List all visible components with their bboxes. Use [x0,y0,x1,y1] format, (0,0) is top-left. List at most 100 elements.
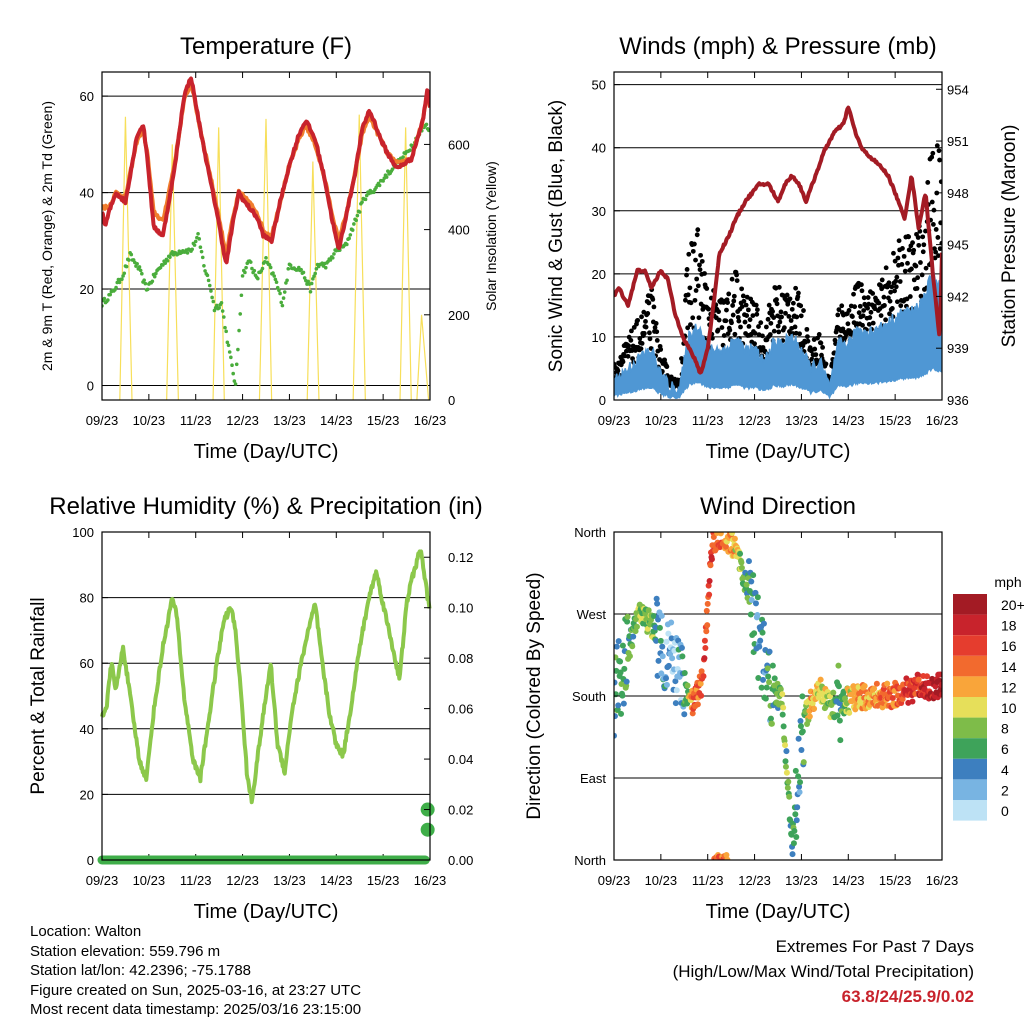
dewpoint-point [243,270,247,275]
gust-point [723,318,729,324]
direction-point [654,600,661,607]
direction-point [769,662,776,669]
dewpoint-point [360,200,364,204]
gust-point [721,333,727,338]
dewpoint-point [196,231,200,236]
dewpoint-point [236,347,240,352]
gust-point [653,321,659,326]
x-tick-label: 09/23 [86,413,119,428]
gust-point [911,247,917,253]
direction-point [754,594,761,601]
dewpoint-point [230,363,234,368]
dewpoint-point [306,279,310,284]
direction-point [738,564,745,571]
direction-point [768,720,775,727]
gust-point [879,286,885,292]
legend-label: 12 [1001,679,1017,695]
gust-point [738,324,743,330]
dewpoint-point [250,266,254,271]
gust-point [929,199,935,205]
direction-point [629,643,636,650]
dewpoint-point [424,122,429,127]
direction-point [738,559,745,566]
gust-point [775,323,781,329]
gust-point [896,238,902,244]
gust-point [704,286,710,291]
direction-point [937,671,942,678]
gust-point [645,311,651,316]
direction-point [717,532,724,537]
gust-point [889,306,895,311]
gust-point [744,313,750,318]
direction-point [786,793,793,800]
gust-point [845,321,851,327]
direction-point [615,702,622,709]
direction-point [729,532,736,537]
direction-point [644,625,651,632]
gust-point [729,276,735,282]
direction-point [884,680,891,687]
dewpoint-point [206,278,211,283]
legend-label: 8 [1001,721,1009,737]
gust-point [934,143,940,149]
direction-point [621,665,628,672]
dewpoint-point [203,269,207,273]
y-tick-label: East [580,771,606,786]
direction-point [763,684,770,691]
direction-point [689,710,696,717]
latlon-text: Station lat/lon: 42.2396; -75.1788 [30,962,252,979]
plot-area [614,105,942,400]
plot-frame [613,71,943,401]
direction-point [667,650,674,657]
gust-point [915,235,921,240]
gust-point [688,300,694,306]
direction-point [830,689,837,696]
dewpoint-point [239,293,244,298]
dewpoint-point [102,296,107,301]
dewpoint-point [209,289,213,293]
gust-point [726,291,732,297]
station-info: Location: Walton Station elevation: 559.… [30,922,361,1020]
direction-point [706,578,713,585]
direction-point [737,550,744,557]
direction-point [767,715,774,722]
gust-point [936,253,941,258]
gust-point [743,302,749,308]
gust-point [629,328,634,334]
dewpoint-point [274,280,279,285]
gust-point [868,309,874,315]
y-tick-label: West [577,607,607,622]
dewpoint-point [198,245,203,249]
y2-tick-label: 942 [947,289,969,304]
legend-swatch [953,655,987,677]
x-axis-label: Time (Day/UTC) [706,901,851,923]
direction-point [663,675,670,682]
gust-point [932,255,938,261]
x-tick-label: 15/23 [879,413,912,428]
gust-point [923,265,929,271]
dewpoint-point [220,309,225,313]
legend-label: 14 [1001,659,1017,675]
direction-point [760,620,767,627]
dewpoint-point [332,252,336,256]
gust-point [706,306,711,312]
direction-point [630,633,637,640]
direction-point [708,556,715,563]
gust-point [794,314,800,320]
x-tick-label: 11/23 [180,873,212,888]
direction-point [800,759,807,766]
direction-point [765,673,772,680]
direction-point [929,675,936,682]
gust-point [911,277,917,283]
legend-swatch [953,676,987,697]
gust-point [750,313,756,318]
y-tick-label: 10 [592,330,606,345]
direction-point [743,581,750,588]
gust-point [857,303,863,309]
gust-point [882,303,887,308]
direction-point [793,817,800,824]
direction-point [659,653,666,660]
direction-point [658,670,665,677]
x-tick-label: 13/23 [273,413,306,428]
legend-swatch [953,717,987,739]
